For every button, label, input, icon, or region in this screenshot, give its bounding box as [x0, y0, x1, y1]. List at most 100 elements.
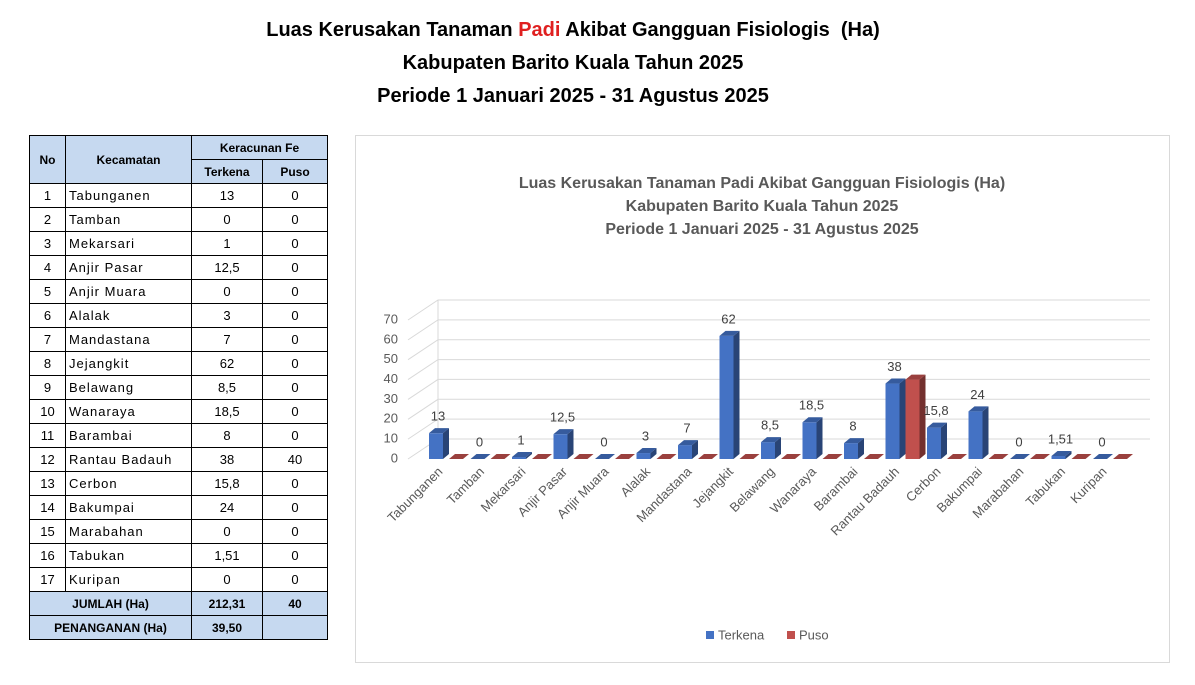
value-label: 12,5: [550, 410, 575, 425]
value-label: 15,8: [923, 403, 948, 418]
bar-top: [573, 454, 594, 459]
bar-front: [636, 453, 651, 459]
bar-top: [615, 454, 635, 459]
total-cell: 212,31: [191, 591, 263, 616]
table-cell: 0: [261, 423, 329, 448]
bar: [1113, 454, 1133, 459]
table-cell: 9: [29, 375, 66, 400]
table-row: 5 Anjir Muara 0 0: [29, 279, 329, 304]
col-header: Terkena: [191, 159, 263, 184]
col-header: Keracunan Fe: [190, 135, 329, 160]
bar: [822, 454, 843, 459]
x-tick-label: Wanaraya: [767, 463, 820, 516]
bar-top: [636, 448, 657, 454]
bar: [429, 428, 449, 459]
table-row: 6 Alalak 3 0: [29, 303, 329, 328]
y-tick-label: 10: [384, 431, 398, 446]
table-cell: 62: [191, 351, 263, 376]
empty-cell: [261, 615, 329, 640]
grid-line: [407, 378, 1150, 400]
bar-top: [656, 454, 677, 459]
bar: [1010, 454, 1030, 459]
chart-frame: [355, 135, 1170, 663]
table-cell: Cerbon: [65, 471, 192, 496]
table-cell: 11: [29, 423, 66, 448]
table-cell: Anjir Muara: [65, 279, 192, 304]
table-cell: Tabunganen: [65, 183, 192, 208]
table-row: 8 Jejangkit 62 0: [29, 351, 329, 376]
bar: [595, 454, 615, 459]
y-tick-label: 70: [384, 311, 398, 326]
bar-top: [595, 454, 615, 459]
data-table: No Kecamatan Keracunan Fe Terkena Puso 1 Tab…: [29, 135, 329, 640]
bar-front: [1051, 456, 1066, 459]
legend-label: Terkena: [718, 627, 765, 642]
x-tick-label: Tabukan: [1023, 464, 1068, 509]
table-row: 1 Tabunganen 13 0: [29, 183, 329, 208]
bar-side: [1065, 451, 1072, 459]
table-cell: 7: [29, 327, 66, 352]
bar-top: [512, 452, 532, 458]
bar-side: [941, 422, 947, 459]
chart-title: Periode 1 Januari 2025 - 31 Agustus 2025: [605, 221, 918, 238]
legend-swatch: [787, 631, 795, 639]
bar-top: [761, 437, 781, 443]
x-tick-label: Alalak: [617, 464, 653, 500]
bar: [1030, 454, 1050, 459]
bar-front: [553, 434, 568, 459]
bar: [968, 406, 989, 459]
bar-side: [816, 417, 823, 459]
table-row: 9 Belawang 8,5 0: [29, 375, 329, 400]
legend-swatch: [706, 631, 714, 639]
bar: [470, 454, 491, 459]
bar: [698, 454, 718, 459]
table-cell: Alalak: [65, 303, 192, 328]
bar-front: [927, 427, 941, 459]
title-part: Akibat Gangguan Fisiologis (Ha): [560, 19, 880, 41]
value-label: 3: [642, 428, 649, 443]
bar: [532, 454, 552, 459]
bar-front: [844, 443, 858, 459]
table-cell: Marabahan: [65, 519, 192, 544]
value-label: 0: [1015, 434, 1022, 449]
table-row: 15 Marabahan 0 0: [29, 519, 329, 544]
table-cell: 0: [261, 471, 329, 496]
bar-front: [802, 422, 817, 459]
table-row: 17 Kuripan 0 0: [29, 567, 329, 592]
bar: [1071, 454, 1092, 459]
grid-line: [407, 339, 1150, 361]
table-cell: 0: [261, 495, 329, 520]
table-cell: 0: [191, 519, 263, 544]
value-label: 0: [600, 434, 607, 449]
y-tick-label: 0: [391, 450, 398, 465]
grid-line: [407, 398, 1150, 420]
bar-side: [650, 448, 657, 459]
legend-label: Puso: [799, 627, 829, 642]
table-cell: Belawang: [65, 375, 192, 400]
bar: [1051, 451, 1072, 459]
table-cell: 24: [191, 495, 263, 520]
bar-front: [968, 411, 983, 459]
table-body: 1 Tabunganen 13 0 2 Tamban 0 0 3 Mekarsari 1 0 4 Anji…: [29, 183, 329, 592]
col-header: Puso: [261, 159, 329, 184]
bar-top: [947, 454, 967, 459]
table-row: 4 Anjir Pasar 12,5 0: [29, 255, 329, 280]
chart-title: Kabupaten Barito Kuala Tahun 2025: [626, 198, 899, 215]
bar-side: [526, 452, 532, 459]
bar-side: [567, 429, 574, 459]
table-row: 2 Tamban 0 0: [29, 207, 329, 232]
bar-top: [822, 454, 843, 459]
value-label: 13: [431, 409, 445, 424]
table-cell: 0: [261, 399, 329, 424]
table-cell: Kuripan: [65, 567, 192, 592]
title-line: Kabupaten Barito Kuala Tahun 2025: [402, 52, 744, 74]
table-cell: Tamban: [65, 207, 192, 232]
grid-line: [407, 299, 1150, 321]
y-tick-label: 20: [384, 411, 398, 426]
grid-line: [407, 319, 1150, 341]
bar: [927, 422, 947, 459]
col-header: No: [29, 135, 66, 184]
table-row: 16 Tabukan 1,51 0: [29, 543, 329, 568]
bar-side: [858, 438, 864, 459]
bar: [739, 454, 760, 459]
